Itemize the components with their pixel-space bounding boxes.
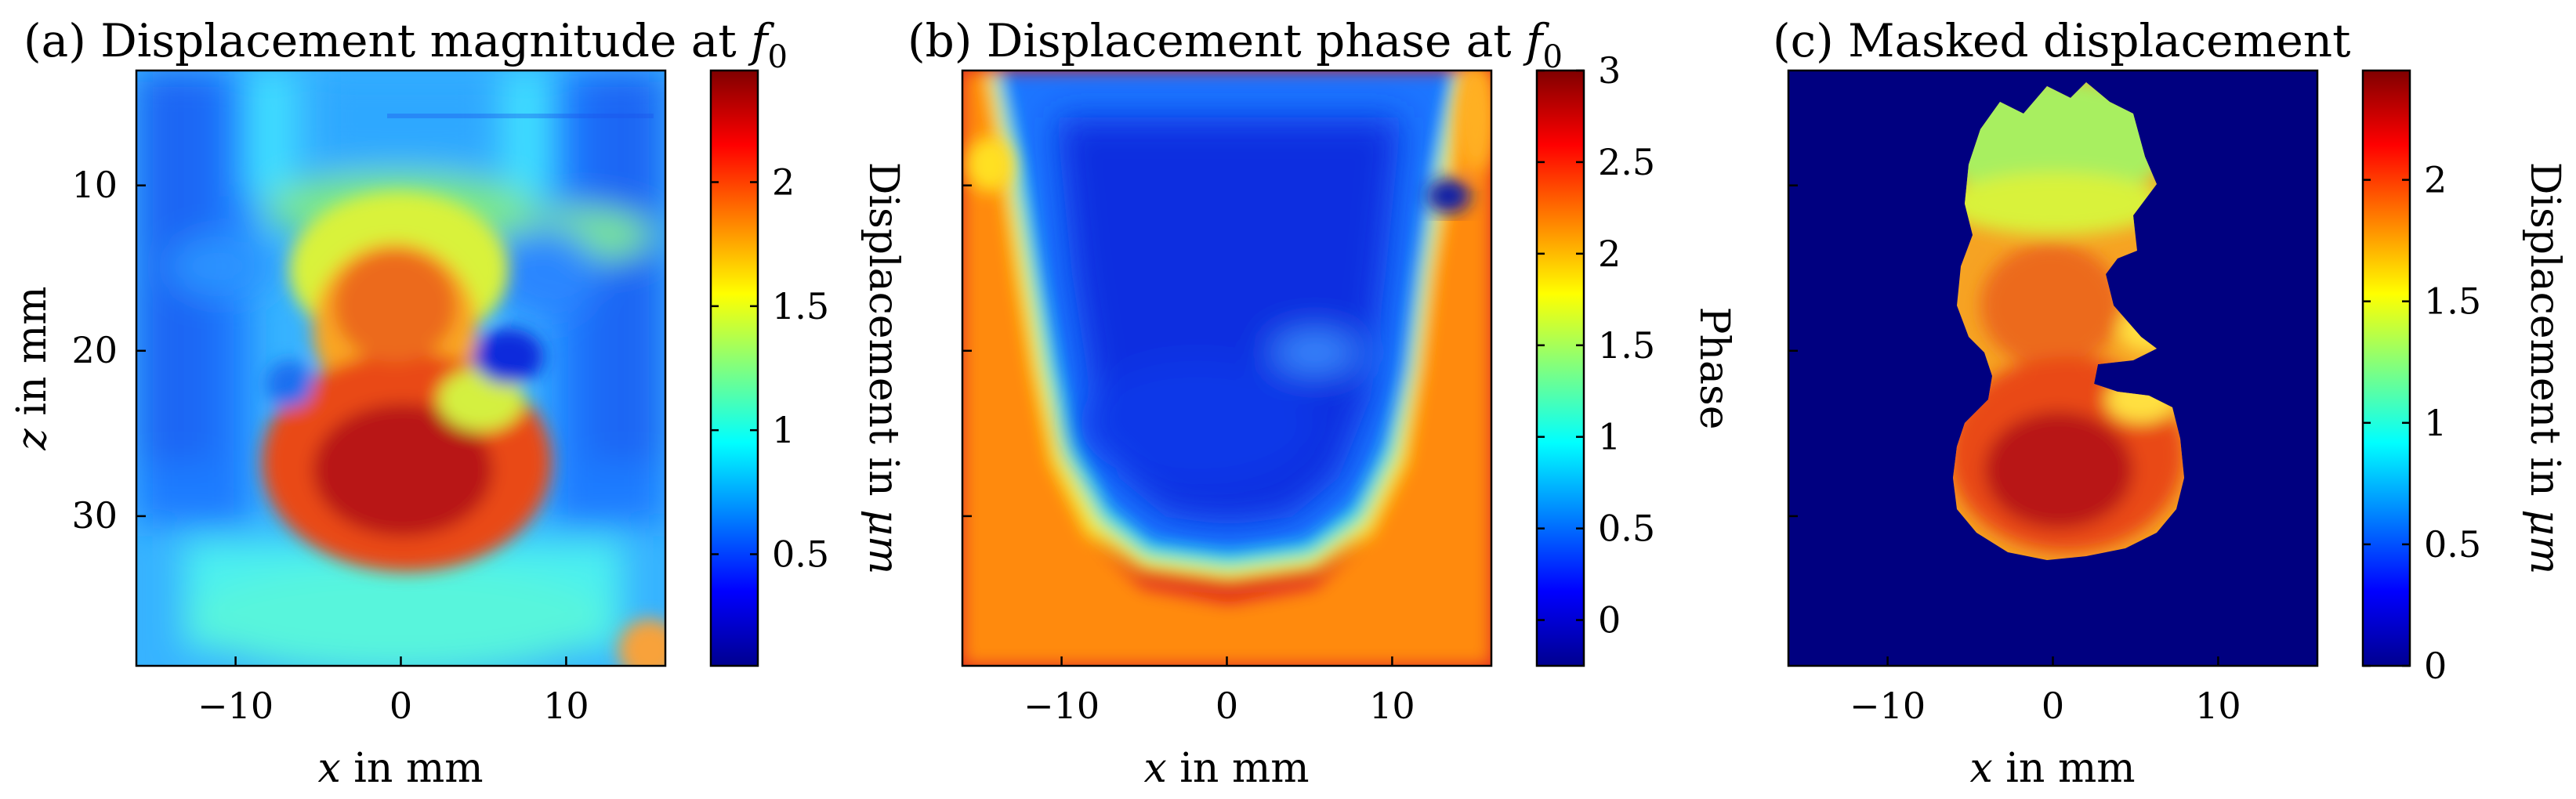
colorbar-tick-label: 1.5 — [1598, 324, 1655, 367]
panel-b-x-tick-label: 0 — [1216, 685, 1238, 727]
panel-a-y-axis-label: z in mm — [9, 286, 56, 450]
panel-a-title: (a) Displacement magnitude at f0 — [24, 14, 788, 75]
colorbar-tick-label: 0 — [1598, 599, 1621, 642]
panel-a-colorbar-label: Displacement in μm — [860, 162, 907, 575]
colorbar-tick-label: 2 — [2424, 159, 2447, 201]
panel-c-y-ticks — [1788, 184, 1798, 518]
panel-b-colorbar-ticks: 0 0.5 1 1.5 2 2.5 3 — [1537, 49, 1655, 642]
panel-c-x-tick-label: 10 — [2195, 685, 2241, 727]
panel-c-x-ticks: −10 0 10 — [1850, 656, 2241, 727]
panel-c-colorbar — [2361, 69, 2411, 667]
panel-a-x-tick-label: −10 — [197, 685, 274, 727]
panel-b-colorbar-label: Phase — [1690, 307, 1737, 430]
panel-c-colorbar-label: Displacement in μm — [2521, 162, 2568, 575]
panel-a-y-ticks: 10 20 30 — [71, 164, 146, 537]
colorbar-tick-label: 1.5 — [2424, 280, 2481, 323]
colorbar-tick-label: 0.5 — [2424, 523, 2481, 566]
panel-b-x-tick-label: 10 — [1369, 685, 1415, 727]
panel-b-colorbar — [1535, 69, 1585, 667]
panel-b: (b) Displacement phase at f0 — [908, 14, 1737, 792]
panel-c-colorbar-ticks: 0 0.5 1 1.5 2 — [2363, 159, 2481, 687]
panel-a-x-tick-label: 10 — [543, 685, 589, 727]
panel-a-y-tick-label: 30 — [71, 494, 118, 537]
colorbar-tick-label: 1 — [772, 409, 795, 451]
colorbar-tick-label: 0 — [2424, 645, 2447, 687]
panel-b-title: (b) Displacement phase at f0 — [908, 14, 1563, 75]
colorbar-tick-label: 2 — [1598, 233, 1621, 275]
panel-b-x-axis-label: x in mm — [1143, 745, 1309, 792]
colorbar-tick-label: 1 — [1598, 416, 1621, 458]
colorbar-tick-label: 3 — [1598, 49, 1621, 92]
panel-c-title: (c) Masked displacement — [1773, 14, 2350, 67]
panel-a-colorbar-ticks: 0.5 1 1.5 2 — [711, 161, 829, 576]
colorbar-tick-label: 2 — [772, 161, 795, 204]
panel-c: (c) Masked displacement — [1773, 14, 2568, 792]
panel-b-y-ticks — [962, 184, 972, 518]
panel-c-x-tick-label: −10 — [1850, 685, 1926, 727]
panel-a-x-ticks: −10 0 10 — [197, 656, 589, 727]
colorbar-tick-label: 0.5 — [772, 533, 829, 576]
panel-a: (a) Displacement magnitude at f0 — [9, 14, 907, 792]
colorbar-tick-label: 0.5 — [1598, 508, 1655, 550]
colorbar-tick-label: 1.5 — [772, 285, 829, 327]
panel-a-y-tick-label: 20 — [71, 329, 118, 371]
panel-a-x-tick-label: 0 — [389, 685, 412, 727]
panel-a-y-tick-label: 10 — [71, 164, 118, 206]
panel-b-x-ticks: −10 0 10 — [1024, 656, 1415, 727]
panel-b-x-tick-label: −10 — [1024, 685, 1100, 727]
panel-c-x-axis-label: x in mm — [1969, 745, 2135, 792]
panel-a-colorbar — [709, 69, 759, 667]
colorbar-tick-label: 1 — [2424, 402, 2447, 444]
panel-c-heatmap — [1788, 70, 2317, 666]
panel-b-heatmap — [962, 70, 1491, 666]
colorbar-tick-label: 2.5 — [1598, 141, 1655, 183]
panel-a-x-axis-label: x in mm — [317, 745, 483, 792]
panel-a-heatmap — [136, 70, 665, 666]
panel-c-x-tick-label: 0 — [2042, 685, 2064, 727]
